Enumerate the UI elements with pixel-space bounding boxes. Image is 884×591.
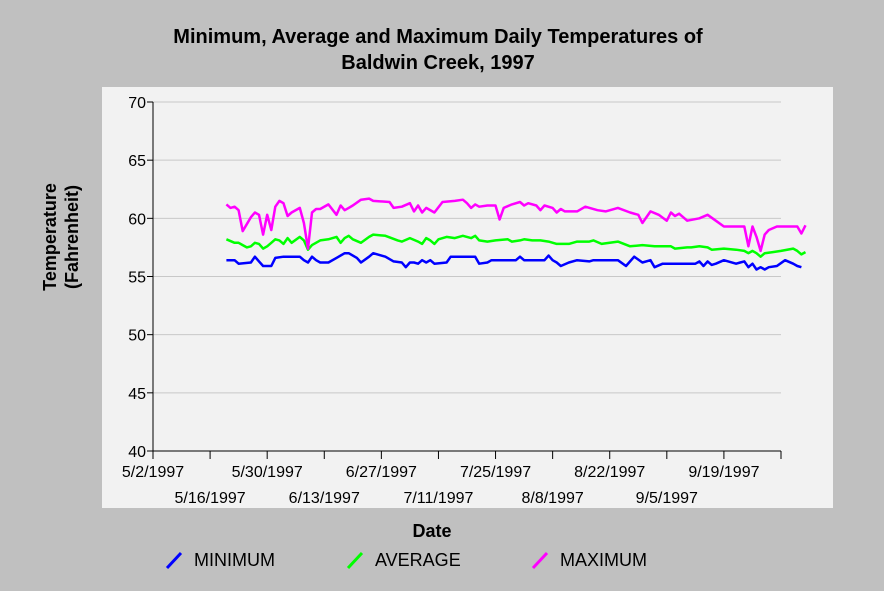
y-tick-label: 60	[128, 211, 146, 228]
y-axis-title-line-2: (Fahrenheit)	[62, 185, 82, 289]
axes	[147, 101, 782, 459]
chart-title: Minimum, Average and Maximum Daily Tempe…	[173, 26, 703, 74]
x-tick-label: 9/19/1997	[688, 464, 759, 481]
chart-title-line-1: Minimum, Average and Maximum Daily Tempe…	[173, 26, 703, 48]
y-tick-label: 55	[128, 270, 146, 287]
series-line-maximum	[225, 197, 807, 253]
x-tick-label: 9/5/1997	[636, 490, 698, 507]
legend-label-minimum: MINIMUM	[194, 550, 275, 570]
x-tick-label: 6/27/1997	[346, 464, 417, 481]
y-tick-label: 50	[128, 328, 146, 345]
legend-label-average: AVERAGE	[375, 550, 461, 570]
legend-label-maximum: MAXIMUM	[560, 550, 647, 570]
x-tick-label: 5/16/1997	[174, 490, 245, 507]
x-tick-label: 5/30/1997	[232, 464, 303, 481]
y-axis-title: Temperature (Fahrenheit)	[40, 183, 82, 291]
y-tick-labels: 40 45 50 55 60 65 70	[128, 95, 146, 461]
legend-swatch-average	[346, 551, 364, 570]
x-tick-label: 8/8/1997	[521, 490, 583, 507]
x-tick-label: 8/22/1997	[574, 464, 645, 481]
series	[225, 197, 807, 271]
grid	[153, 101, 781, 394]
x-tick-labels: 5/2/1997 5/30/1997 6/27/1997 7/25/1997 8/22/…	[122, 464, 760, 507]
legend-swatch-maximum	[531, 551, 549, 570]
chart-title-line-2: Baldwin Creek, 1997	[341, 52, 534, 74]
y-tick-label: 45	[128, 386, 146, 403]
series-line-average	[225, 233, 807, 258]
x-tick-label: 7/11/1997	[403, 490, 473, 507]
plot-panel	[102, 87, 833, 508]
x-tick-label: 6/13/1997	[289, 490, 360, 507]
x-tick-label: 7/25/1997	[460, 464, 531, 481]
series-line-minimum	[226, 251, 802, 271]
x-axis-title: Date	[412, 521, 451, 541]
y-tick-label: 65	[128, 153, 146, 170]
y-tick-label: 40	[128, 444, 146, 461]
legend: MINIMUM AVERAGE MAXIMUM	[165, 550, 647, 570]
legend-swatch-minimum	[165, 551, 183, 570]
y-tick-label: 70	[128, 95, 146, 112]
x-tick-label: 5/2/1997	[122, 464, 184, 481]
y-axis-title-line-1: Temperature	[40, 183, 60, 291]
